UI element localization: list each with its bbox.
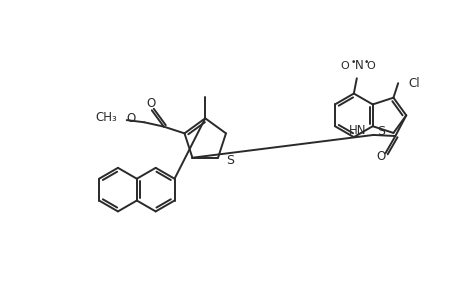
Text: Cl: Cl [407, 77, 419, 90]
Text: S: S [377, 125, 385, 139]
Text: O: O [340, 61, 348, 71]
Text: O: O [375, 151, 384, 164]
Text: CH₃: CH₃ [95, 111, 117, 124]
Text: O: O [365, 61, 374, 71]
Text: •: • [349, 58, 355, 67]
Text: N: N [353, 59, 363, 73]
Text: O: O [126, 112, 135, 125]
Text: •: • [363, 58, 369, 67]
Text: HN: HN [348, 124, 366, 137]
Text: S: S [225, 154, 234, 167]
Text: O: O [146, 97, 155, 110]
